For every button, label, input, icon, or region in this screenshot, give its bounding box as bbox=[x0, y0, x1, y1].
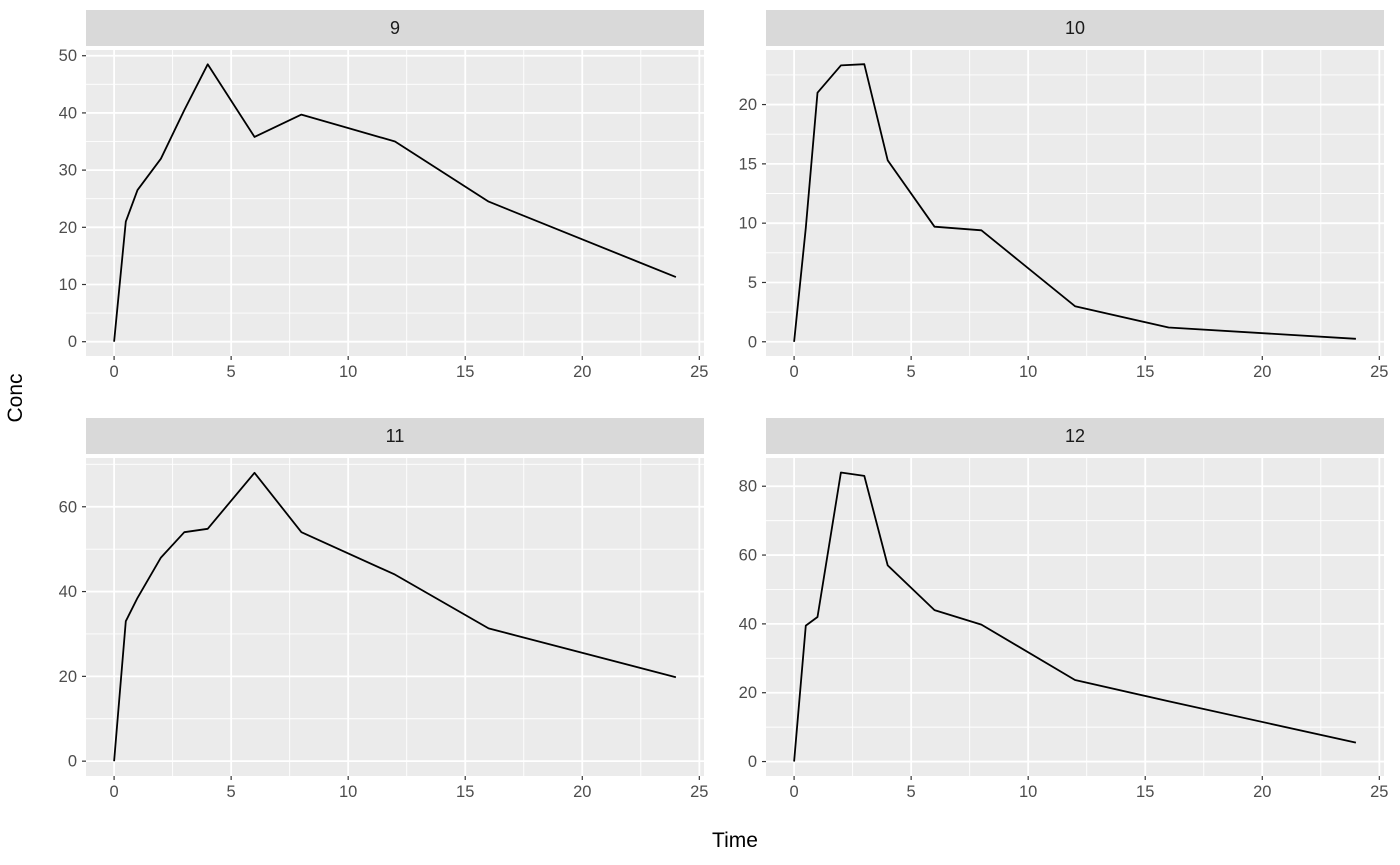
y-tick-label: 20 bbox=[739, 684, 757, 702]
x-tick-label: 5 bbox=[227, 783, 236, 801]
panel-background bbox=[766, 458, 1384, 776]
y-axis-title: Conc bbox=[4, 373, 27, 423]
y-tick-labels: 0 5 10 15 20 bbox=[739, 96, 757, 351]
x-tick-label: 5 bbox=[907, 363, 916, 381]
y-tick-label: 40 bbox=[59, 583, 77, 601]
tick-marks bbox=[762, 485, 1380, 780]
facet-9: 9 0 5 10 15 20 25 0 10 20 30 40 50 bbox=[34, 10, 714, 386]
y-tick-label: 30 bbox=[59, 162, 77, 180]
x-tick-label: 5 bbox=[227, 363, 236, 381]
facet-grid: 9 0 5 10 15 20 25 0 10 20 30 40 50 10 0 5 10 15 20 25 0 5 1… bbox=[34, 10, 1394, 806]
x-axis-title: Time bbox=[712, 829, 758, 852]
major-gridlines bbox=[766, 458, 1384, 776]
x-tick-label: 10 bbox=[339, 783, 357, 801]
x-tick-labels: 0 5 10 15 20 25 bbox=[789, 363, 1388, 381]
y-tick-label: 15 bbox=[739, 155, 757, 173]
facet-plot-9: 0 5 10 15 20 25 0 10 20 30 40 50 bbox=[59, 47, 709, 381]
y-tick-label: 10 bbox=[739, 215, 757, 233]
data-line bbox=[113, 63, 677, 342]
x-tick-labels: 0 5 10 15 20 25 bbox=[789, 783, 1388, 801]
facet-strip-label: 12 bbox=[1064, 425, 1086, 446]
minor-gridlines bbox=[86, 458, 704, 776]
x-tick-label: 15 bbox=[456, 783, 474, 801]
data-line bbox=[793, 471, 1357, 762]
facet-strip-label: 9 bbox=[389, 17, 400, 38]
x-tick-label: 10 bbox=[1019, 783, 1037, 801]
x-tick-label: 20 bbox=[1253, 783, 1271, 801]
major-gridlines bbox=[86, 458, 704, 776]
x-tick-label: 20 bbox=[573, 783, 591, 801]
minor-gridlines bbox=[766, 50, 1384, 356]
x-tick-label: 15 bbox=[1136, 363, 1154, 381]
x-tick-label: 15 bbox=[456, 363, 474, 381]
y-tick-label: 0 bbox=[68, 753, 77, 771]
y-tick-label: 20 bbox=[739, 96, 757, 114]
y-tick-label: 80 bbox=[739, 478, 757, 496]
minor-gridlines bbox=[766, 458, 1384, 776]
facet-12: 12 0 5 10 15 20 25 0 20 40 60 80 bbox=[714, 418, 1394, 806]
y-tick-label: 50 bbox=[59, 47, 77, 65]
y-tick-label: 20 bbox=[59, 668, 77, 686]
y-tick-label: 5 bbox=[748, 274, 757, 292]
tick-marks bbox=[82, 506, 700, 780]
x-tick-label: 0 bbox=[109, 783, 118, 801]
y-tick-labels: 0 20 40 60 bbox=[59, 498, 77, 770]
x-tick-labels: 0 5 10 15 20 25 bbox=[109, 783, 708, 801]
facet-strip-10: 10 bbox=[766, 10, 1384, 46]
x-tick-label: 5 bbox=[907, 783, 916, 801]
panel-background bbox=[86, 50, 704, 356]
x-tick-label: 0 bbox=[789, 783, 798, 801]
x-tick-label: 20 bbox=[573, 363, 591, 381]
x-tick-label: 25 bbox=[690, 363, 708, 381]
x-tick-label: 10 bbox=[339, 363, 357, 381]
facet-strip-12: 12 bbox=[766, 418, 1384, 454]
x-tick-label: 10 bbox=[1019, 363, 1037, 381]
y-tick-label: 60 bbox=[739, 547, 757, 565]
facet-plot-10: 0 5 10 15 20 25 0 5 10 15 20 bbox=[739, 50, 1388, 381]
y-tick-label: 40 bbox=[739, 615, 757, 633]
facet-10: 10 0 5 10 15 20 25 0 5 10 15 20 bbox=[714, 10, 1394, 386]
y-tick-label: 0 bbox=[748, 333, 757, 351]
x-tick-label: 25 bbox=[1370, 363, 1388, 381]
y-tick-label: 10 bbox=[59, 276, 77, 294]
y-tick-label: 0 bbox=[748, 753, 757, 771]
x-tick-labels: 0 5 10 15 20 25 bbox=[109, 363, 708, 381]
data-line bbox=[113, 471, 677, 762]
x-tick-label: 15 bbox=[1136, 783, 1154, 801]
x-tick-label: 25 bbox=[690, 783, 708, 801]
y-tick-label: 60 bbox=[59, 498, 77, 516]
x-tick-label: 0 bbox=[109, 363, 118, 381]
panel-background bbox=[766, 50, 1384, 356]
major-gridlines bbox=[766, 50, 1384, 356]
x-tick-label: 0 bbox=[789, 363, 798, 381]
y-tick-label: 0 bbox=[68, 333, 77, 351]
facet-strip-9: 9 bbox=[86, 10, 704, 46]
tick-marks bbox=[762, 103, 1380, 360]
facet-plot-11: 0 5 10 15 20 25 0 20 40 60 bbox=[59, 458, 708, 801]
x-tick-label: 20 bbox=[1253, 363, 1271, 381]
facet-strip-11: 11 bbox=[86, 418, 704, 454]
facet-11: 11 0 5 10 15 20 25 0 20 40 60 bbox=[34, 418, 714, 806]
y-tick-labels: 0 20 40 60 80 bbox=[739, 478, 757, 771]
panel-background bbox=[86, 458, 704, 776]
tick-marks bbox=[82, 55, 700, 360]
x-tick-label: 25 bbox=[1370, 783, 1388, 801]
y-tick-label: 40 bbox=[59, 104, 77, 122]
facet-strip-label: 11 bbox=[385, 425, 405, 446]
data-line bbox=[793, 63, 1356, 342]
facet-plot-12: 0 5 10 15 20 25 0 20 40 60 80 bbox=[739, 458, 1388, 801]
y-tick-label: 20 bbox=[59, 219, 77, 237]
facet-strip-label: 10 bbox=[1064, 17, 1086, 38]
y-tick-labels: 0 10 20 30 40 50 bbox=[59, 47, 77, 351]
